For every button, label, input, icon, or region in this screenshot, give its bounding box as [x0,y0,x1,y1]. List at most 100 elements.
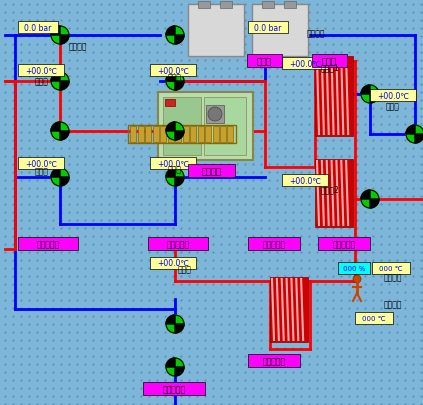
Text: +00.0℃: +00.0℃ [25,66,57,75]
Bar [18,22,58,34]
Bar [220,2,232,9]
Bar [212,127,219,143]
Bar [145,127,151,143]
Text: +00.0℃: +00.0℃ [157,66,189,75]
Bar [282,175,328,187]
Circle shape [166,315,184,333]
Bar [198,2,210,9]
Text: 负荷供: 负荷供 [35,77,49,86]
Polygon shape [370,200,379,209]
Bar [130,127,136,143]
Circle shape [51,168,69,187]
Bar [248,354,300,367]
Bar [18,158,64,170]
Bar [370,90,416,102]
Bar [198,127,203,143]
Text: 海水循环泵: 海水循环泵 [332,239,356,248]
Bar [338,262,370,274]
Text: 000 ℃: 000 ℃ [362,315,386,321]
Bar [252,5,308,57]
Bar [372,262,410,274]
Polygon shape [175,367,184,376]
Bar [150,65,196,77]
Bar [150,257,196,269]
Circle shape [361,86,379,104]
Polygon shape [175,324,184,333]
Bar [143,382,205,395]
Circle shape [166,168,184,187]
Circle shape [406,126,423,144]
Bar [175,127,181,143]
Polygon shape [166,123,175,132]
Text: 高温水供: 高温水供 [384,273,402,282]
Bar [163,98,201,156]
Text: 软化水: 软化水 [257,57,272,66]
Text: 海水回1: 海水回1 [321,63,339,72]
Bar [182,127,189,143]
Text: 000 ℃: 000 ℃ [379,265,403,271]
Polygon shape [60,177,69,187]
Polygon shape [361,190,370,200]
Bar [204,98,246,156]
Circle shape [166,27,184,45]
Bar [206,106,224,124]
Circle shape [166,358,184,376]
Text: 负荷循环泵: 负荷循环泵 [36,239,60,248]
Bar [248,22,288,34]
Circle shape [166,123,184,141]
Circle shape [51,123,69,141]
Polygon shape [175,82,184,91]
Bar [262,2,274,9]
Polygon shape [406,126,415,135]
Bar [188,5,244,57]
Circle shape [208,108,222,122]
Bar [148,237,208,250]
Bar [168,127,173,143]
Bar [18,65,64,77]
Bar [165,100,175,107]
Bar [137,127,143,143]
Polygon shape [370,95,379,104]
Bar [315,57,353,136]
Polygon shape [175,177,184,187]
Polygon shape [51,123,60,132]
Polygon shape [51,27,60,36]
Polygon shape [51,73,60,82]
Text: +00.0℃: +00.0℃ [157,259,189,268]
Text: +00.0℃: +00.0℃ [289,60,321,68]
Text: 水源回压: 水源回压 [307,30,325,38]
Text: 负荷回: 负荷回 [35,167,49,176]
Bar [190,127,196,143]
Polygon shape [166,27,175,36]
Bar [158,93,253,161]
Text: 冬季循环泵: 冬季循环泵 [162,384,186,393]
Bar [247,55,282,68]
Bar [355,312,393,324]
Circle shape [166,73,184,91]
Bar [160,127,166,143]
Polygon shape [60,82,69,91]
Polygon shape [361,86,370,95]
Polygon shape [175,36,184,45]
Bar [312,55,347,68]
Text: 补热水: 补热水 [178,265,192,274]
Bar [284,2,296,9]
Bar [248,237,300,250]
Bar [220,127,226,143]
Text: 补热换热器: 补热换热器 [262,356,286,365]
Text: 000 %: 000 % [343,265,365,271]
Polygon shape [166,168,175,177]
Polygon shape [51,168,60,177]
Bar [153,127,159,143]
Text: +00.0℃: +00.0℃ [377,91,409,100]
Circle shape [51,73,69,91]
Circle shape [51,27,69,45]
Text: 0.0 bar: 0.0 bar [24,23,52,32]
Text: 0.0 bar: 0.0 bar [254,23,282,32]
Polygon shape [60,132,69,141]
Polygon shape [175,132,184,141]
Circle shape [361,190,379,209]
Polygon shape [415,135,423,144]
Text: 乙二醇: 乙二醇 [322,57,337,66]
Polygon shape [166,358,175,367]
